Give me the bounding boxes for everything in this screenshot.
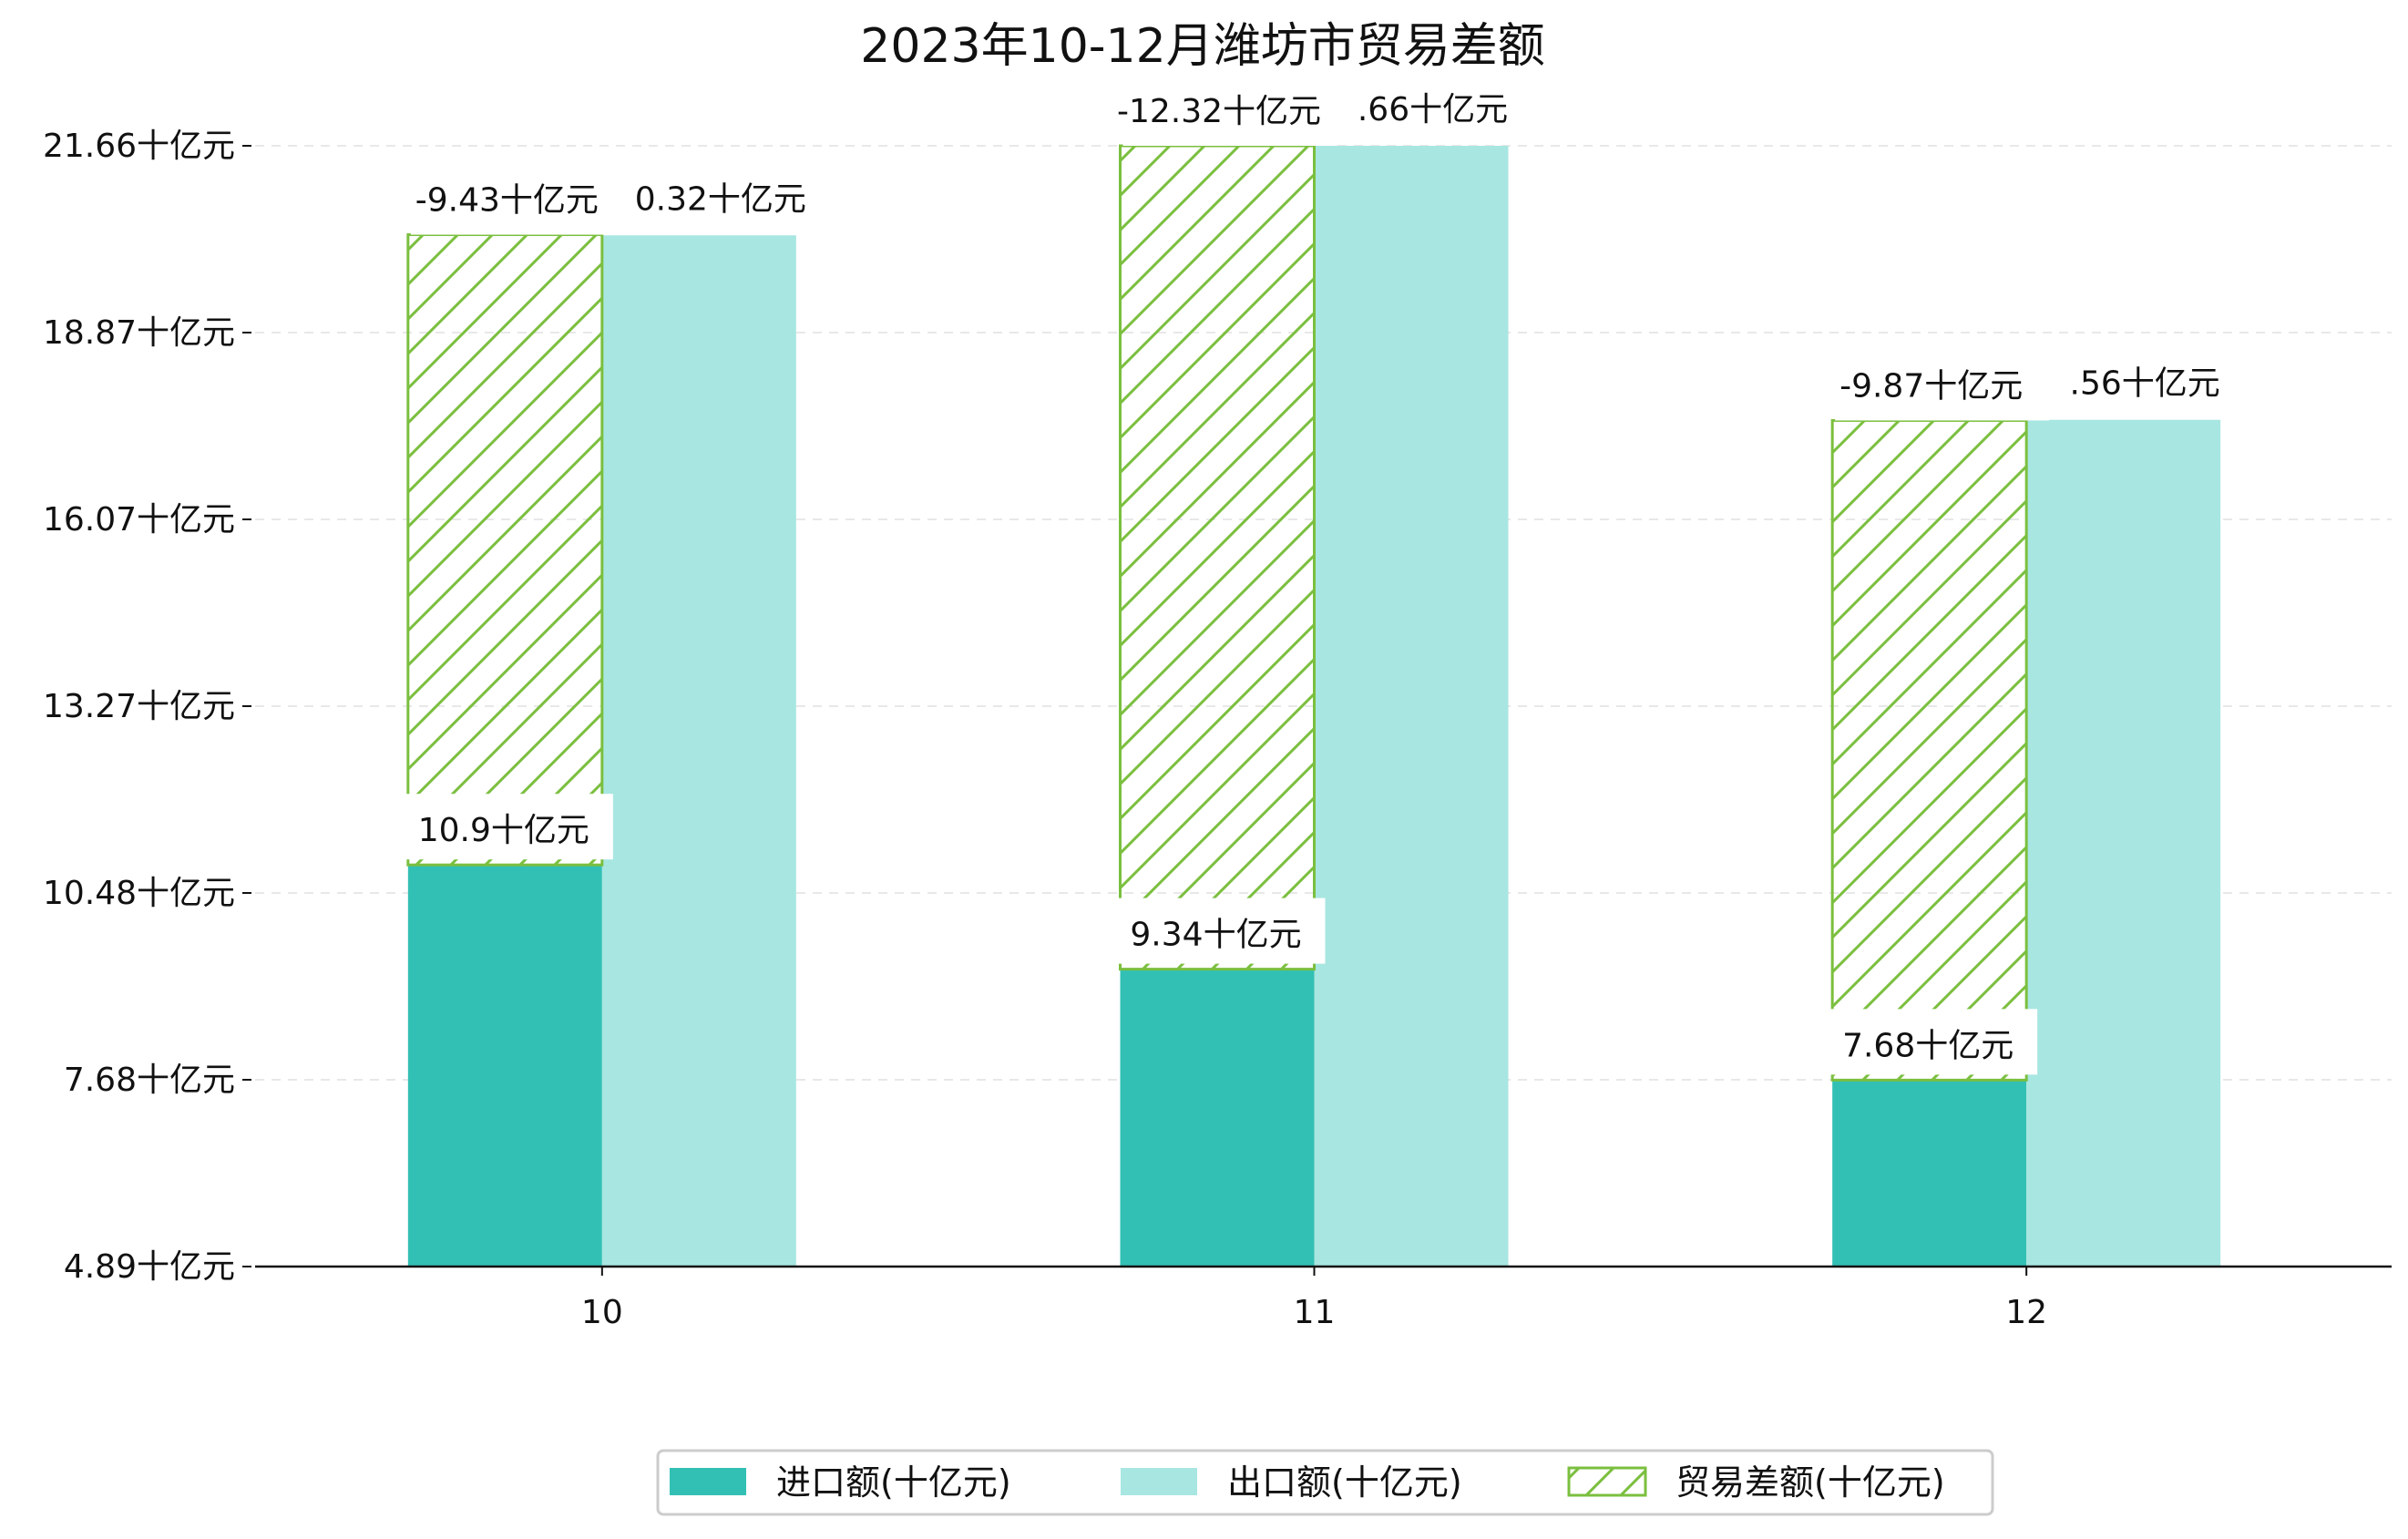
legend: 进口额(十亿元) 出口额(十亿元) 贸易差额(十亿元) <box>656 1449 1994 1516</box>
export-bar <box>1314 146 1509 1267</box>
balance-data-label-group: -9.87十亿元 <box>1835 347 2050 421</box>
export-data-label: 0.32十亿元 <box>635 180 806 218</box>
import-data-label: 10.9十亿元 <box>418 812 589 849</box>
balance-label-box <box>1122 73 1337 146</box>
legend-label: 贸易差额(十亿元) <box>1675 1462 1945 1503</box>
trade-balance-bar <box>1119 144 1316 971</box>
export-label-box <box>1323 84 1515 137</box>
x-tick-label: 10 <box>581 1294 623 1331</box>
export-data-label: .56十亿元 <box>2070 365 2220 403</box>
chart-title: 2023年10-12月潍坊市贸易差额 <box>860 19 1544 74</box>
axes-group: 4.89十亿元 7.68十亿元 10.48十亿元 13.27十亿元 16.07十亿元 18… <box>43 128 2392 1331</box>
balance-data-label-group: -12.32十亿元 <box>1117 73 1337 146</box>
balance-data-label-group: -9.43十亿元 <box>410 161 625 235</box>
export-label-box <box>610 173 803 227</box>
legend-label: 出口额(十亿元) <box>1227 1462 1462 1503</box>
import-label-box <box>1828 1009 2038 1075</box>
export-bar <box>601 235 796 1267</box>
export-data-label-group: .56十亿元 <box>2035 357 2228 411</box>
legend-swatch <box>1121 1468 1197 1495</box>
legend-label: 进口额(十亿元) <box>776 1462 1011 1503</box>
export-data-label-group: 0.32十亿元 <box>610 173 806 227</box>
import-data-label-group: 9.34十亿元 <box>1115 898 1326 964</box>
export-label-box <box>2035 357 2228 411</box>
import-data-label: 9.34十亿元 <box>1130 917 1301 954</box>
export-data-label: .66十亿元 <box>1358 91 1508 128</box>
balance-data-label: -9.43十亿元 <box>415 182 599 220</box>
y-tick-label: 16.07十亿元 <box>43 501 235 539</box>
y-tick-label: 21.66十亿元 <box>43 128 235 165</box>
import-label-box <box>403 794 613 860</box>
y-tick-label: 18.87十亿元 <box>43 314 235 352</box>
y-tick-label: 13.27十亿元 <box>43 688 235 725</box>
legend-swatch <box>670 1468 746 1495</box>
data-labels-group: 0.32十亿元 -9.43十亿元 10.9十亿元 .66十亿元 -12.32十亿元 9.3… <box>403 73 2228 1075</box>
y-tick-label: 10.48十亿元 <box>43 875 235 912</box>
balance-data-label: -12.32十亿元 <box>1117 93 1321 130</box>
import-bar <box>1832 1080 2027 1267</box>
x-tick-label: 12 <box>2005 1294 2047 1331</box>
export-data-label-group: .66十亿元 <box>1323 84 1515 137</box>
trade-balance-bar <box>1830 418 2028 1082</box>
balance-label-box <box>1835 347 2050 421</box>
legend-swatch <box>1567 1466 1647 1497</box>
balance-label-box <box>410 161 625 235</box>
export-bar <box>2026 419 2221 1267</box>
y-tick-label: 4.89十亿元 <box>64 1248 235 1286</box>
x-tick-label: 11 <box>1294 1294 1336 1331</box>
trade-balance-bar <box>406 233 604 867</box>
legend-frame <box>656 1449 1994 1516</box>
balance-data-label: -9.87十亿元 <box>1839 367 2023 405</box>
import-data-label-group: 10.9十亿元 <box>403 794 613 860</box>
y-tick-label: 7.68十亿元 <box>64 1062 235 1099</box>
import-data-label: 7.68十亿元 <box>1842 1027 2013 1064</box>
import-bar <box>407 865 602 1267</box>
bars-group <box>406 144 2221 1267</box>
import-data-label-group: 7.68十亿元 <box>1828 1009 2038 1075</box>
import-bar <box>1120 969 1315 1267</box>
import-label-box <box>1115 898 1326 964</box>
